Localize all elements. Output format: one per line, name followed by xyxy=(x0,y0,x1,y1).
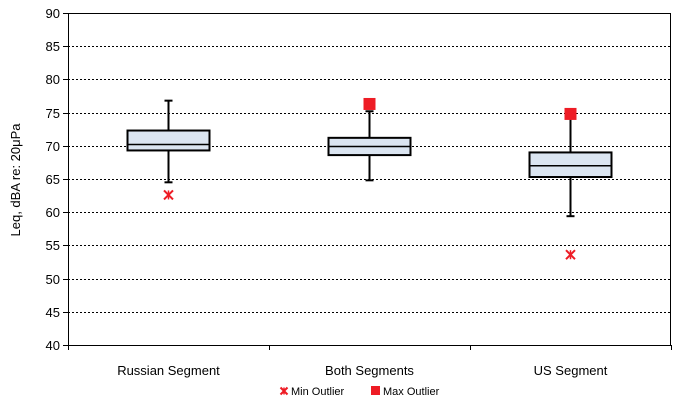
outliers-layer xyxy=(163,97,577,260)
y-tick-label: 60 xyxy=(46,205,60,220)
legend-min-outlier-symbol xyxy=(279,386,289,396)
legend-max-outlier-symbol xyxy=(371,386,380,395)
legend: Min Outlier Max Outlier xyxy=(279,386,440,398)
legend-min-outlier-label: Min Outlier xyxy=(291,386,345,398)
boxes-layer xyxy=(126,99,613,218)
y-tick-label: 70 xyxy=(46,139,60,154)
x-category-label: Both Segments xyxy=(325,363,414,378)
max-outlier-marker xyxy=(564,107,577,120)
plot-area-border xyxy=(68,13,671,346)
y-tick-label: 65 xyxy=(46,172,60,187)
box-1 xyxy=(327,110,412,182)
box-iqr xyxy=(126,129,211,152)
max-outlier-marker xyxy=(363,97,376,110)
labels-layer: 40 45 50 55 60 65 70 75 80 85 90 Russian Segment Bot… xyxy=(46,6,608,378)
y-tick-label: 80 xyxy=(46,72,60,87)
box-0 xyxy=(126,99,211,184)
legend-max-outlier-label: Max Outlier xyxy=(383,386,440,398)
y-tick-label: 50 xyxy=(46,272,60,287)
x-category-label: Russian Segment xyxy=(117,363,220,378)
y-tick-label: 85 xyxy=(46,39,60,54)
y-tick-label: 45 xyxy=(46,305,60,320)
box-iqr xyxy=(528,151,613,179)
min-outlier-marker xyxy=(565,249,576,260)
y-tick-label: 90 xyxy=(46,6,60,21)
y-axis-title: Leq, dBA re: 20μPa xyxy=(8,123,23,237)
y-tick-label: 75 xyxy=(46,106,60,121)
y-tick-label: 40 xyxy=(46,338,60,353)
min-outlier-marker xyxy=(163,189,174,201)
y-tick-label: 55 xyxy=(46,238,60,253)
x-category-label: US Segment xyxy=(534,363,608,378)
axes-layer xyxy=(63,13,672,350)
box-2 xyxy=(528,116,613,218)
